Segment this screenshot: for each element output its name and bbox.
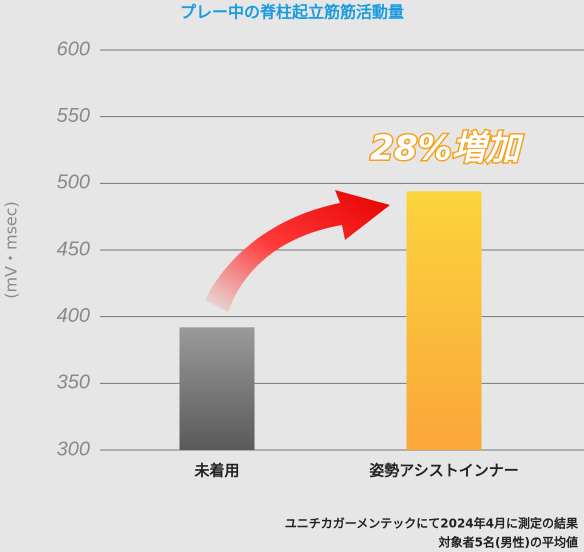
annotation: 28%増加 <box>370 129 523 169</box>
y-tick-label: 450 <box>57 238 90 260</box>
y-tick-label: 400 <box>57 305 90 327</box>
note: ユニチカガーメンテックにて2024年4月に測定の結果 <box>285 516 578 531</box>
x-tick-label: 未着用 <box>193 462 239 480</box>
y-tick-label: 500 <box>57 172 90 194</box>
x-tick-label: 姿勢アシストインナー <box>369 462 518 480</box>
chart-title: プレー中の脊柱起立筋筋活動量 <box>180 3 404 22</box>
y-axis-label: (mV・msec) <box>2 201 21 299</box>
y-tick-label: 550 <box>57 105 90 127</box>
note: 対象者5名(男性)の平均値 <box>438 535 578 550</box>
bar <box>179 327 255 450</box>
arrow <box>205 190 390 312</box>
bar <box>406 191 482 451</box>
y-tick-label: 350 <box>57 372 90 394</box>
y-tick-label: 300 <box>57 438 90 460</box>
y-tick-label: 600 <box>57 38 90 60</box>
